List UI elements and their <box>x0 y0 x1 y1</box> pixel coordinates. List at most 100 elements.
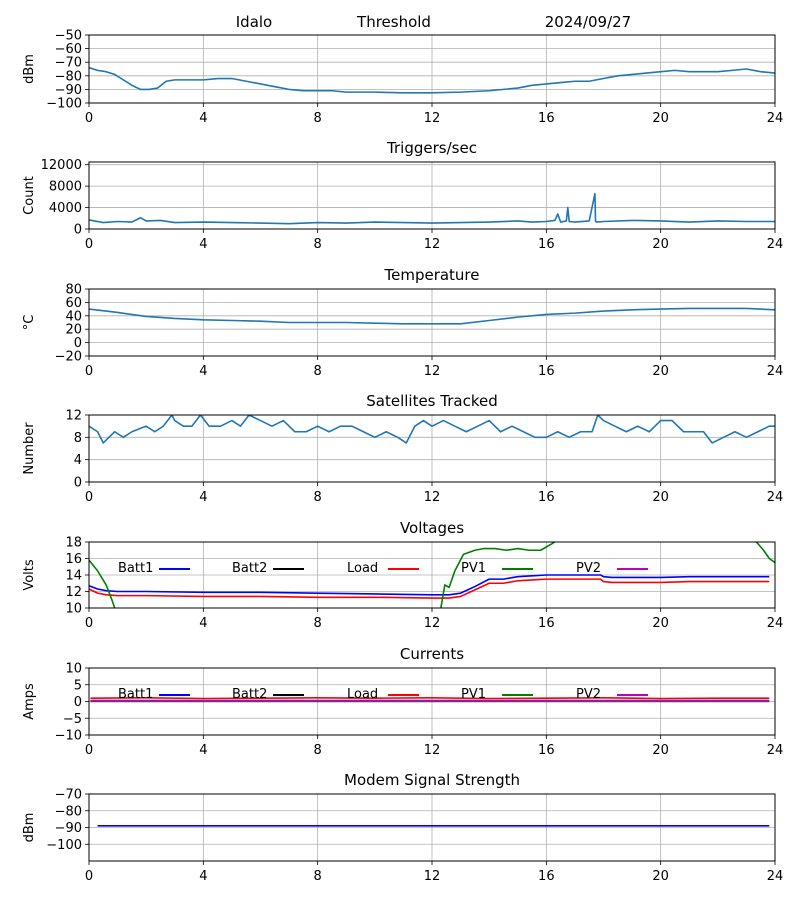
station-name: Idalo <box>236 13 272 31</box>
chart-voltages-series-load <box>89 578 770 599</box>
chart-threshold-series-group <box>89 66 775 94</box>
figure-header: Idalo Threshold 2024/09/27 <box>236 13 631 31</box>
chart-temperature-title: Temperature <box>383 266 479 284</box>
chart-voltages-ytick-label: 18 <box>65 536 82 551</box>
chart-triggers-ytick-label: 12000 <box>41 158 82 173</box>
chart-currents-ytick-label: 0 <box>74 695 82 710</box>
chart-voltages-legend-pv2-label: PV2 <box>576 561 601 576</box>
chart-voltages-title: Voltages <box>400 519 464 537</box>
chart-modem-xtick-label: 24 <box>767 869 784 884</box>
chart-satellites-xtick-label: 4 <box>199 490 207 505</box>
chart-satellites-xtick-label: 12 <box>424 490 441 505</box>
chart-modem: 0 4 8 12 16 20 24 −100 −90 −80−70 Modem Signal Str… <box>22 771 783 884</box>
chart-temperature-xtick-label: 4 <box>199 364 207 379</box>
chart-voltages-ylabel: Volts <box>22 559 37 591</box>
chart-threshold-ylabel: dBm <box>22 54 37 84</box>
chart-triggers-xtick-label: 16 <box>538 237 555 252</box>
chart-threshold-xtick-label: 24 <box>767 111 784 126</box>
chart-voltages-xtick-label: 8 <box>314 616 322 631</box>
chart-temperature-ytick-label: 0 <box>74 336 82 351</box>
chart-currents-xtick-label: 4 <box>199 743 207 758</box>
chart-currents-ytick-label: 5 <box>74 678 82 693</box>
chart-currents-legend-load-label: Load <box>347 687 378 702</box>
chart-currents-ytick-label: −10 <box>55 729 82 744</box>
chart-modem-xtick-label: 4 <box>199 869 207 884</box>
chart-triggers: 0 4 8 12 16 20 24 0 4000 8000 12000 Triggers/sec Cou… <box>22 139 783 252</box>
chart-temperature-xtick-label: 8 <box>314 364 322 379</box>
chart-temperature-ytick-label: 20 <box>65 323 82 338</box>
chart-temperature-series-line <box>89 307 775 325</box>
chart-currents-legend-pv1-label: PV1 <box>461 687 486 702</box>
chart-satellites: 0 4 8 12 16 20 24 0 4 8 12 Satellites Tracked Number <box>22 392 783 505</box>
chart-triggers-title: Triggers/sec <box>386 139 477 157</box>
chart-modem-title: Modem Signal Strength <box>344 771 520 789</box>
chart-satellites-xtick-label: 24 <box>767 490 784 505</box>
chart-triggers-xtick-label: 4 <box>199 237 207 252</box>
chart-temperature-ytick-label: −20 <box>55 350 82 365</box>
chart-satellites-xtick-label: 20 <box>652 490 669 505</box>
chart-satellites-ytick-label: 12 <box>65 409 82 424</box>
chart-threshold-xtick-label: 16 <box>538 111 555 126</box>
chart-satellites-ytick-label: 0 <box>74 476 82 491</box>
chart-modem-ytick-label: −90 <box>55 821 82 836</box>
chart-currents-legend: Batt1 Batt2 Load PV1 PV2 <box>118 687 648 702</box>
chart-currents-xtick-label: 0 <box>85 743 93 758</box>
chart-threshold-xtick-label: 0 <box>85 111 93 126</box>
chart-modem-xtick-label: 0 <box>85 869 93 884</box>
chart-voltages-xtick-label: 16 <box>538 616 555 631</box>
chart-voltages-legend: Batt1 Batt2 Load PV1 PV2 <box>118 561 648 576</box>
chart-voltages-series-batt1 <box>89 574 770 596</box>
chart-voltages-legend-batt2-label: Batt2 <box>232 561 267 576</box>
chart-satellites-series-line <box>89 415 775 444</box>
chart-currents-series-group <box>90 697 770 703</box>
chart-currents-xtick-label: 8 <box>314 743 322 758</box>
chart-triggers-ytick-label: 4000 <box>49 201 82 216</box>
chart-temperature-ylabel: °C <box>22 315 37 331</box>
chart-threshold-ytick-label: −100 <box>46 97 82 112</box>
date-label: 2024/09/27 <box>545 13 631 31</box>
chart-triggers-ytick-label: 0 <box>74 223 82 238</box>
chart-currents-ytick-label: −5 <box>63 712 82 727</box>
chart-temperature-ytick-label: 60 <box>65 296 82 311</box>
chart-threshold-series-line <box>89 66 775 94</box>
chart-triggers-ylabel: Count <box>22 176 37 215</box>
chart-voltages-ytick-label: 14 <box>65 569 82 584</box>
chart-currents-xtick-label: 12 <box>424 743 441 758</box>
chart-voltages-ytick-label: 16 <box>65 552 82 567</box>
chart-voltages-series-group <box>89 542 775 608</box>
chart-threshold-ytick-label: −50 <box>55 29 82 44</box>
chart-modem-ytick-label: −80 <box>55 804 82 819</box>
chart-threshold-ytick-label: −80 <box>55 69 82 84</box>
chart-modem-xtick-label: 8 <box>314 869 322 884</box>
chart-temperature-xtick-label: 12 <box>424 364 441 379</box>
chart-voltages-xtick-label: 24 <box>767 616 784 631</box>
chart-triggers-xtick-label: 0 <box>85 237 93 252</box>
chart-triggers-xtick-label: 20 <box>652 237 669 252</box>
chart-currents-xtick-label: 20 <box>652 743 669 758</box>
chart-threshold-xtick-label: 8 <box>314 111 322 126</box>
chart-threshold-xtick-label: 20 <box>652 111 669 126</box>
chart-temperature-xtick-label: 20 <box>652 364 669 379</box>
chart-satellites-xtick-label: 8 <box>314 490 322 505</box>
chart-voltages-ytick-label: 12 <box>65 585 82 600</box>
chart-satellites-ytick-label: 4 <box>74 453 82 468</box>
chart-triggers-xtick-label: 8 <box>314 237 322 252</box>
chart-temperature-xtick-label: 0 <box>85 364 93 379</box>
chart-triggers-series-line <box>89 192 775 225</box>
chart-temperature-ytick-label: 40 <box>65 309 82 324</box>
chart-threshold-ytick-label: −90 <box>55 83 82 98</box>
chart-satellites-title: Satellites Tracked <box>366 392 497 410</box>
chart-currents-xtick-label: 16 <box>538 743 555 758</box>
chart-voltages-series-pv1 <box>89 542 775 608</box>
chart-modem-xtick-label: 20 <box>652 869 669 884</box>
chart-modem-xtick-label: 16 <box>538 869 555 884</box>
chart-threshold: 0 4 8 12 16 20 24 −100−90−80−70−60−50 dBm <box>22 29 783 127</box>
chart-voltages-legend-pv1-label: PV1 <box>461 561 486 576</box>
chart-temperature-series-group <box>89 307 775 325</box>
chart-triggers-xtick-label: 24 <box>767 237 784 252</box>
chart-satellites-xtick-label: 16 <box>538 490 555 505</box>
